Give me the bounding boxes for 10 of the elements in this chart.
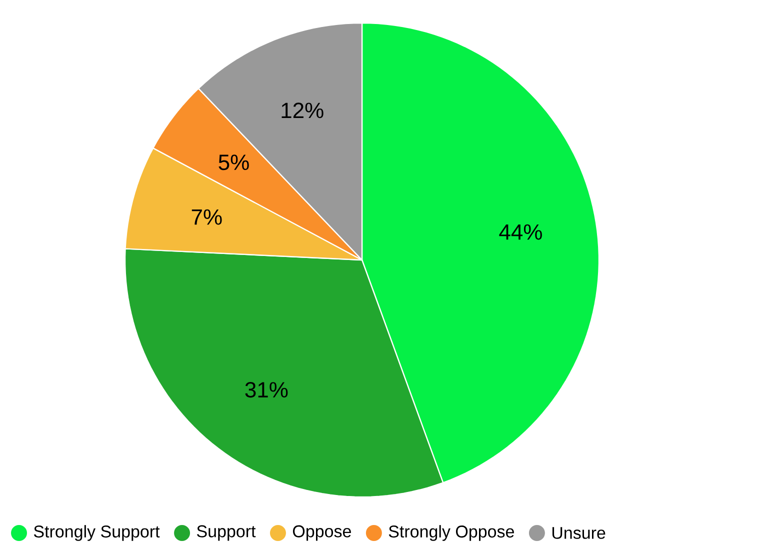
legend-label: Strongly Support: [34, 525, 160, 541]
data-label: 44%: [499, 224, 542, 240]
data-label: 12%: [282, 102, 324, 118]
legend-label: Support: [197, 525, 256, 541]
data-label: 7%: [192, 209, 222, 225]
legend-label: Strongly Oppose: [388, 525, 514, 541]
data-label: 5%: [218, 154, 249, 170]
legend-label: Unsure: [552, 527, 606, 539]
data-label: 31%: [245, 382, 288, 398]
legend-label: Oppose: [292, 525, 351, 541]
